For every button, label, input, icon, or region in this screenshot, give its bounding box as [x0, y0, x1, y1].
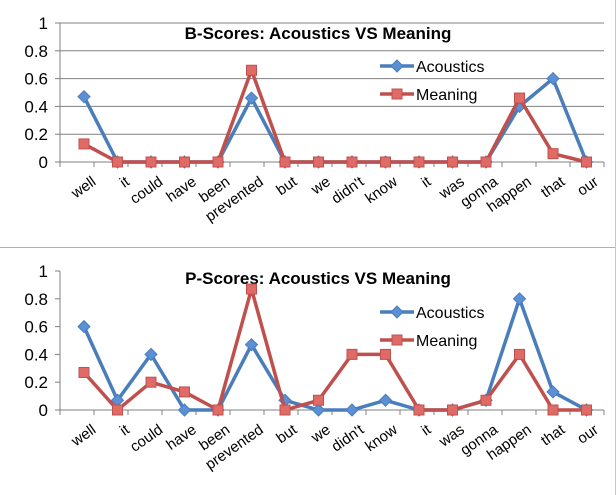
- acoustics-point: [144, 347, 158, 362]
- legend-meaning-label: Meaning: [416, 333, 477, 350]
- legend-meaning-label: Meaning: [416, 87, 477, 104]
- acoustics-point: [244, 91, 259, 105]
- meaning-point: [78, 366, 90, 378]
- meaning-series-line: [82, 287, 587, 412]
- meaning-point: [313, 394, 324, 406]
- meaning-point: [246, 283, 257, 295]
- meaning-point: [78, 138, 90, 150]
- acoustics-point: [77, 319, 91, 334]
- x-category-label: have: [163, 421, 199, 454]
- meaning-point: [581, 404, 592, 416]
- y-tick-label: 0: [39, 153, 48, 172]
- acoustics-point: [177, 403, 192, 417]
- x-category-label: have: [163, 173, 199, 206]
- meaning-point: [547, 148, 559, 160]
- chart-title: P-Scores: Acoustics VS Meaning: [185, 269, 451, 288]
- acoustics-point: [77, 89, 91, 104]
- x-category-label: it: [117, 173, 134, 192]
- meaning-point: [179, 156, 190, 168]
- x-category-label: that: [538, 421, 569, 450]
- meaning-point: [279, 404, 291, 416]
- meaning-point: [480, 394, 492, 406]
- chart-divider: [0, 247, 616, 248]
- meaning-point: [145, 376, 157, 388]
- legend-acoustics-marker: [390, 305, 404, 319]
- acoustics-point: [512, 292, 527, 306]
- b-scores-chart-panel: 0 0.2 0.4 0.6 0.8 1 well it could have been prevent…: [0, 0, 615, 247]
- x-category-label: it: [117, 421, 134, 440]
- x-category-label: well: [67, 421, 99, 450]
- y-tick-label: 1: [39, 14, 48, 33]
- meaning-point: [279, 156, 291, 168]
- x-category-label: our: [574, 421, 602, 447]
- acoustics-series-line: [82, 76, 589, 164]
- acoustics-point: [311, 403, 326, 417]
- meaning-point: [514, 348, 525, 360]
- y-tick-label: 0.6: [24, 318, 48, 337]
- meaning-point: [480, 156, 492, 168]
- meaning-point: [447, 404, 458, 416]
- x-category-label: but: [273, 173, 301, 199]
- acoustics-point: [345, 403, 359, 417]
- meaning-point: [447, 156, 458, 168]
- x-category-label: know: [362, 421, 401, 455]
- meaning-point: [212, 156, 224, 168]
- acoustics-point: [378, 393, 393, 407]
- meaning-point: [212, 404, 224, 416]
- x-category-label: that: [538, 173, 569, 202]
- meaning-series-line: [83, 68, 587, 164]
- meaning-point: [413, 404, 425, 416]
- chart-title: B-Scores: Acoustics VS Meaning: [185, 24, 452, 43]
- p-scores-chart-panel: 0 0.2 0.4 0.6 0.8 1 well it could have been prevent…: [0, 248, 615, 495]
- x-category-label: it: [418, 173, 435, 192]
- meaning-point: [346, 156, 358, 168]
- acoustics-point: [546, 71, 560, 86]
- y-tick-label: 0.4: [24, 97, 48, 116]
- meaning-point: [514, 92, 525, 104]
- legend-meaning-marker: [391, 334, 403, 346]
- legend-acoustics-label: Acoustics: [416, 305, 484, 322]
- y-tick-label: 0: [39, 401, 48, 420]
- acoustics-series-line: [82, 297, 588, 412]
- y-tick-label: 0.2: [24, 373, 48, 392]
- x-category-label: know: [362, 173, 401, 207]
- meaning-point: [179, 386, 190, 398]
- x-category-label: could: [127, 421, 166, 455]
- legend-meaning-marker: [391, 88, 403, 100]
- meaning-point: [380, 156, 391, 168]
- x-category-label: could: [127, 173, 166, 207]
- y-tick-label: 1: [39, 262, 48, 281]
- x-category-label: didn't: [328, 173, 367, 208]
- x-category-label: our: [574, 173, 602, 199]
- meaning-point: [246, 64, 257, 76]
- meaning-point: [380, 348, 391, 360]
- meaning-point: [346, 348, 358, 360]
- meaning-point: [581, 156, 592, 168]
- acoustics-point: [546, 385, 560, 399]
- legend-acoustics-marker: [390, 59, 404, 73]
- meaning-point: [112, 156, 123, 168]
- y-tick-label: 0.2: [24, 125, 48, 144]
- y-tick-label: 0.4: [24, 345, 48, 364]
- acoustics-point: [244, 337, 259, 352]
- meaning-point: [413, 156, 425, 168]
- legend-acoustics-label: Acoustics: [416, 59, 484, 76]
- meaning-point: [112, 404, 123, 416]
- meaning-point: [145, 156, 157, 168]
- x-category-label: it: [418, 421, 435, 440]
- x-category-label: but: [273, 421, 301, 447]
- y-tick-label: 0.8: [24, 42, 48, 61]
- x-category-label: didn't: [328, 421, 367, 456]
- y-tick-label: 0.6: [24, 70, 48, 89]
- meaning-point: [547, 404, 559, 416]
- x-category-label: well: [67, 173, 99, 202]
- y-tick-label: 0.8: [24, 290, 48, 309]
- meaning-point: [313, 156, 324, 168]
